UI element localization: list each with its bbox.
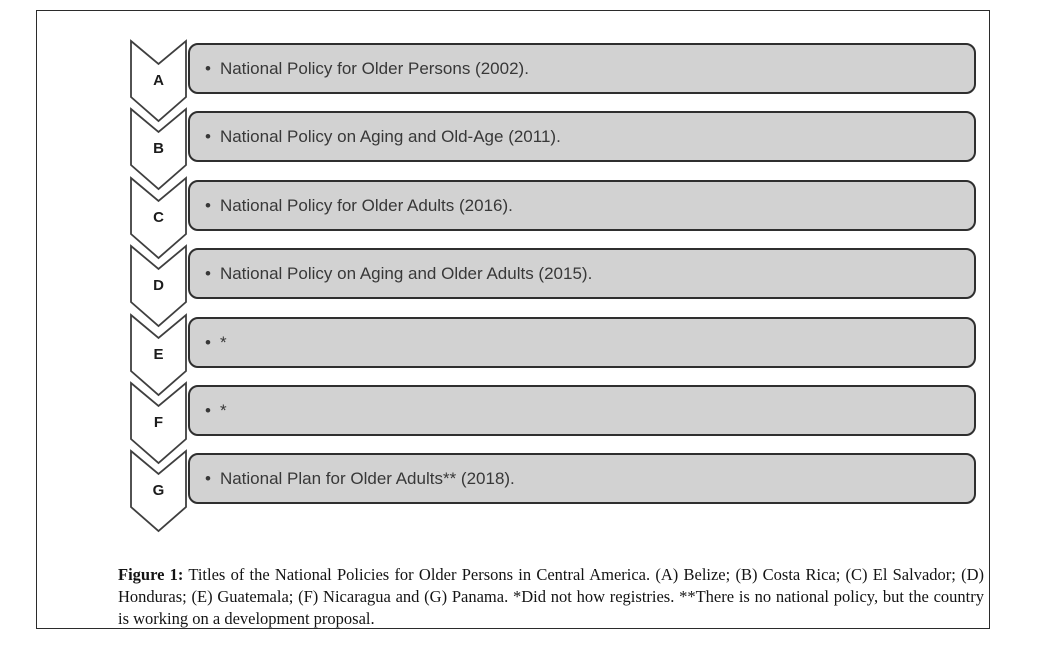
policy-row: A • National Policy for Older Persons (2… — [130, 39, 976, 123]
figure-caption: Figure 1: Titles of the National Policie… — [118, 564, 984, 629]
policy-text: * — [219, 400, 227, 420]
row-letter-label: C — [153, 209, 164, 226]
row-letter-label: D — [153, 277, 164, 294]
bullet-icon: • — [205, 401, 211, 420]
bullet-icon: • — [205, 469, 211, 488]
chevron-marker-icon — [130, 107, 187, 191]
policy-box: • National Policy for Older Persons (200… — [188, 43, 976, 94]
bullet-icon: • — [205, 333, 211, 352]
bullet-icon: • — [205, 196, 211, 215]
bullet-icon: • — [205, 127, 211, 146]
policy-box: • * — [188, 385, 976, 436]
policy-row: G • National Plan for Older Adults** (20… — [130, 449, 976, 533]
figure-caption-label: Figure 1: — [118, 565, 184, 584]
bullet-icon: • — [205, 264, 211, 283]
policy-row: D • National Policy on Aging and Older A… — [130, 244, 976, 328]
row-letter-label: F — [153, 414, 164, 431]
chevron-marker-icon — [130, 449, 187, 533]
policy-row: B • National Policy on Aging and Old-Age… — [130, 107, 976, 191]
policy-text: National Policy for Older Adults (2016). — [219, 195, 513, 215]
chevron-marker-icon — [130, 39, 187, 123]
chevron-marker-icon — [130, 244, 187, 328]
figure-caption-text: Titles of the National Policies for Olde… — [118, 565, 984, 628]
policy-box: • National Policy on Aging and Older Adu… — [188, 248, 976, 299]
policy-row: E • * — [130, 313, 976, 397]
policy-text: National Policy on Aging and Old-Age (20… — [219, 126, 561, 146]
policy-box: • * — [188, 317, 976, 368]
policy-box: • National Policy on Aging and Old-Age (… — [188, 111, 976, 162]
policy-text: National Plan for Older Adults** (2018). — [219, 468, 515, 488]
policy-row: C • National Policy for Older Adults (20… — [130, 176, 976, 260]
policy-text: National Policy on Aging and Older Adult… — [219, 263, 593, 283]
chevron-marker-icon — [130, 313, 187, 397]
policy-box: • National Policy for Older Adults (2016… — [188, 180, 976, 231]
row-letter-label: A — [153, 72, 164, 89]
row-letter-label: B — [153, 140, 164, 157]
row-letter-label: E — [153, 346, 164, 363]
chevron-marker-icon — [130, 381, 187, 465]
figure-frame: A • National Policy for Older Persons (2… — [36, 10, 990, 629]
policy-text: * — [219, 332, 227, 352]
policy-row: F • * — [130, 381, 976, 465]
bullet-icon: • — [205, 59, 211, 78]
row-letter-label: G — [152, 482, 165, 499]
policy-box: • National Plan for Older Adults** (2018… — [188, 453, 976, 504]
policy-text: National Policy for Older Persons (2002)… — [219, 58, 529, 78]
chevron-marker-icon — [130, 176, 187, 260]
